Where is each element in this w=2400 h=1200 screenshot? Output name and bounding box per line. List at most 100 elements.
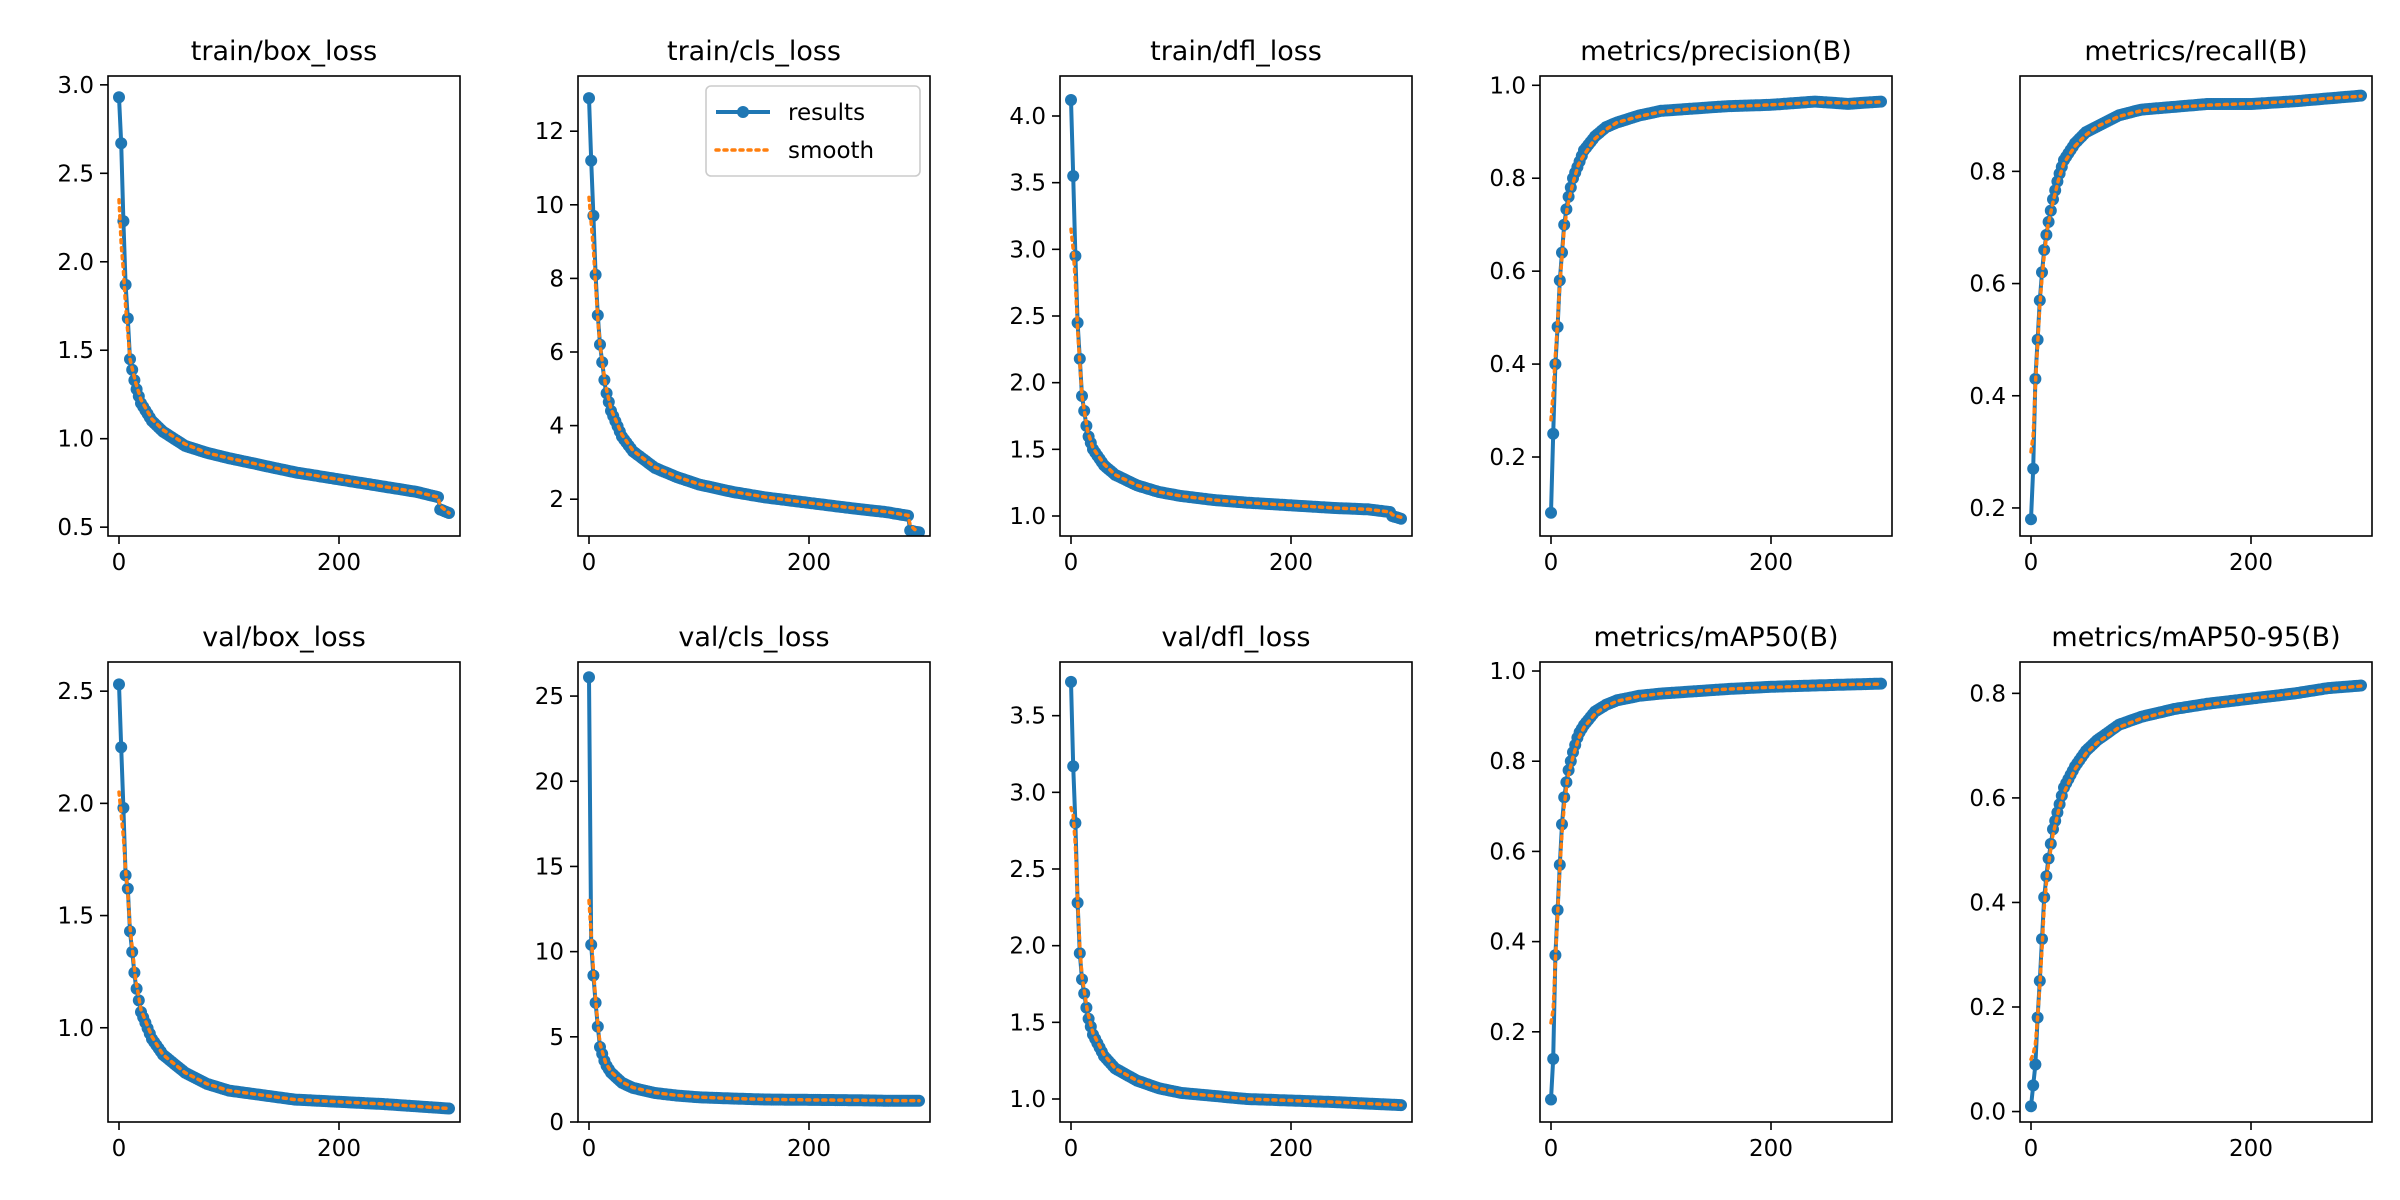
x-tick-label: 200 bbox=[1269, 1136, 1313, 1162]
subplot-title: val/box_loss bbox=[202, 622, 366, 653]
smooth-series-line bbox=[2029, 684, 2363, 1062]
subplot-title: metrics/precision(B) bbox=[1580, 36, 1852, 67]
y-tick-label: 0.2 bbox=[1969, 995, 2006, 1021]
y-tick-label: 25 bbox=[535, 684, 564, 710]
axes-frame bbox=[107, 661, 461, 1123]
axes-frame bbox=[1539, 75, 1893, 537]
subplot-title: metrics/recall(B) bbox=[2084, 36, 2307, 67]
subplot-title: train/dfl_loss bbox=[1150, 36, 1322, 67]
y-tick-label: 2.5 bbox=[57, 679, 94, 705]
legend-label-smooth: smooth bbox=[788, 138, 874, 164]
results-point bbox=[1553, 858, 1566, 871]
results-point bbox=[2025, 513, 2037, 526]
x-tick-label: 200 bbox=[2229, 550, 2273, 576]
y-tick-label: 3.5 bbox=[1009, 171, 1046, 197]
x-tick-label: 0 bbox=[2024, 550, 2039, 576]
subplot: train/cls_loss 0 200 2 4 6 8 10 12 results smooth bbox=[535, 36, 931, 576]
y-tick-label: 2.5 bbox=[57, 161, 94, 187]
legend-label-results: results bbox=[788, 100, 865, 126]
series-group bbox=[2025, 679, 2367, 1113]
series-group bbox=[1065, 94, 1407, 525]
results-point bbox=[2025, 1100, 2037, 1113]
smooth-series-line bbox=[1069, 805, 1403, 1107]
y-tick-label: 20 bbox=[535, 769, 564, 795]
x-tick-label: 200 bbox=[2229, 1136, 2273, 1162]
y-tick-label: 0.8 bbox=[1489, 166, 1526, 192]
axes-frame bbox=[2019, 75, 2373, 537]
y-tick-label: 3.0 bbox=[1009, 780, 1046, 806]
y-tick-label: 0.8 bbox=[1969, 159, 2006, 185]
y-tick-label: 8 bbox=[549, 266, 564, 292]
y-tick-label: 0.4 bbox=[1489, 930, 1526, 956]
results-point bbox=[1078, 404, 1091, 417]
y-tick-label: 4 bbox=[549, 414, 564, 440]
axes-frame bbox=[577, 75, 931, 537]
results-point bbox=[1875, 95, 1887, 108]
axes-frame bbox=[577, 661, 931, 1123]
x-tick-label: 0 bbox=[1064, 1136, 1079, 1162]
axes-frame bbox=[1059, 661, 1413, 1123]
y-tick-label: 6 bbox=[549, 340, 564, 366]
x-tick-label: 0 bbox=[1544, 1136, 1559, 1162]
y-tick-label: 10 bbox=[535, 193, 564, 219]
x-tick-label: 0 bbox=[582, 1136, 597, 1162]
results-point bbox=[115, 137, 128, 150]
y-tick-label: 3.5 bbox=[1009, 704, 1046, 730]
results-point bbox=[1067, 170, 1080, 182]
subplot-title: train/cls_loss bbox=[667, 36, 841, 67]
results-point bbox=[115, 741, 128, 754]
y-tick-label: 0.6 bbox=[1489, 839, 1526, 865]
subplot: train/box_loss 0 200 0.5 1.0 1.5 2.0 2.5 3.0 bbox=[57, 36, 461, 576]
y-tick-label: 1.0 bbox=[1489, 659, 1526, 685]
results-point bbox=[443, 1102, 455, 1115]
results-point bbox=[591, 309, 604, 322]
results-point bbox=[1065, 675, 1077, 688]
smooth-series-line bbox=[587, 898, 921, 1103]
y-tick-label: 0.6 bbox=[1969, 786, 2006, 812]
subplot: val/box_loss 0 200 1.0 1.5 2.0 2.5 bbox=[57, 622, 461, 1162]
subplot: metrics/mAP50(B) 0 200 0.2 0.4 0.6 0.8 1.0 bbox=[1489, 622, 1893, 1162]
y-tick-label: 2.0 bbox=[1009, 934, 1046, 960]
results-point bbox=[589, 268, 602, 281]
results-point bbox=[1071, 316, 1084, 329]
y-tick-label: 0.6 bbox=[1969, 272, 2006, 298]
results-point bbox=[2029, 1058, 2042, 1071]
y-tick-label: 2.0 bbox=[57, 250, 94, 276]
results-point bbox=[1545, 506, 1557, 519]
x-tick-label: 200 bbox=[317, 550, 361, 576]
y-tick-label: 0 bbox=[549, 1110, 564, 1136]
y-tick-label: 2.0 bbox=[1009, 371, 1046, 397]
axes-frame bbox=[2019, 661, 2373, 1123]
y-tick-label: 2.5 bbox=[1009, 857, 1046, 883]
y-tick-label: 5 bbox=[549, 1025, 564, 1051]
y-tick-label: 1.5 bbox=[1009, 437, 1046, 463]
y-tick-label: 3.0 bbox=[1009, 237, 1046, 263]
x-tick-label: 0 bbox=[1544, 550, 1559, 576]
series-group bbox=[113, 678, 455, 1115]
y-tick-label: 0.2 bbox=[1489, 1020, 1526, 1046]
y-tick-label: 0.8 bbox=[1969, 681, 2006, 707]
subplot: metrics/mAP50-95(B) 0 200 0.0 0.2 0.4 0.6 0.8 bbox=[1969, 622, 2373, 1162]
results-point bbox=[1547, 427, 1560, 440]
series-group bbox=[2025, 89, 2367, 526]
subplot-title: train/box_loss bbox=[191, 36, 377, 67]
smooth-series-line bbox=[2029, 94, 2363, 454]
results-point bbox=[1065, 94, 1077, 106]
results-point bbox=[2027, 462, 2040, 475]
series-group bbox=[1545, 95, 1887, 519]
x-tick-label: 0 bbox=[112, 1136, 127, 1162]
series-group bbox=[1065, 675, 1407, 1112]
legend-results-marker bbox=[737, 106, 749, 118]
x-tick-label: 0 bbox=[582, 550, 597, 576]
y-tick-label: 2.5 bbox=[1009, 304, 1046, 330]
smooth-series-line bbox=[117, 790, 451, 1111]
y-tick-label: 0.5 bbox=[57, 515, 94, 541]
legend-box bbox=[705, 85, 921, 177]
legend: results smooth bbox=[705, 85, 921, 177]
results-point bbox=[113, 91, 125, 104]
results-point bbox=[596, 356, 609, 369]
results-point bbox=[128, 966, 141, 979]
y-tick-label: 1.0 bbox=[57, 427, 94, 453]
series-group bbox=[1545, 677, 1887, 1106]
